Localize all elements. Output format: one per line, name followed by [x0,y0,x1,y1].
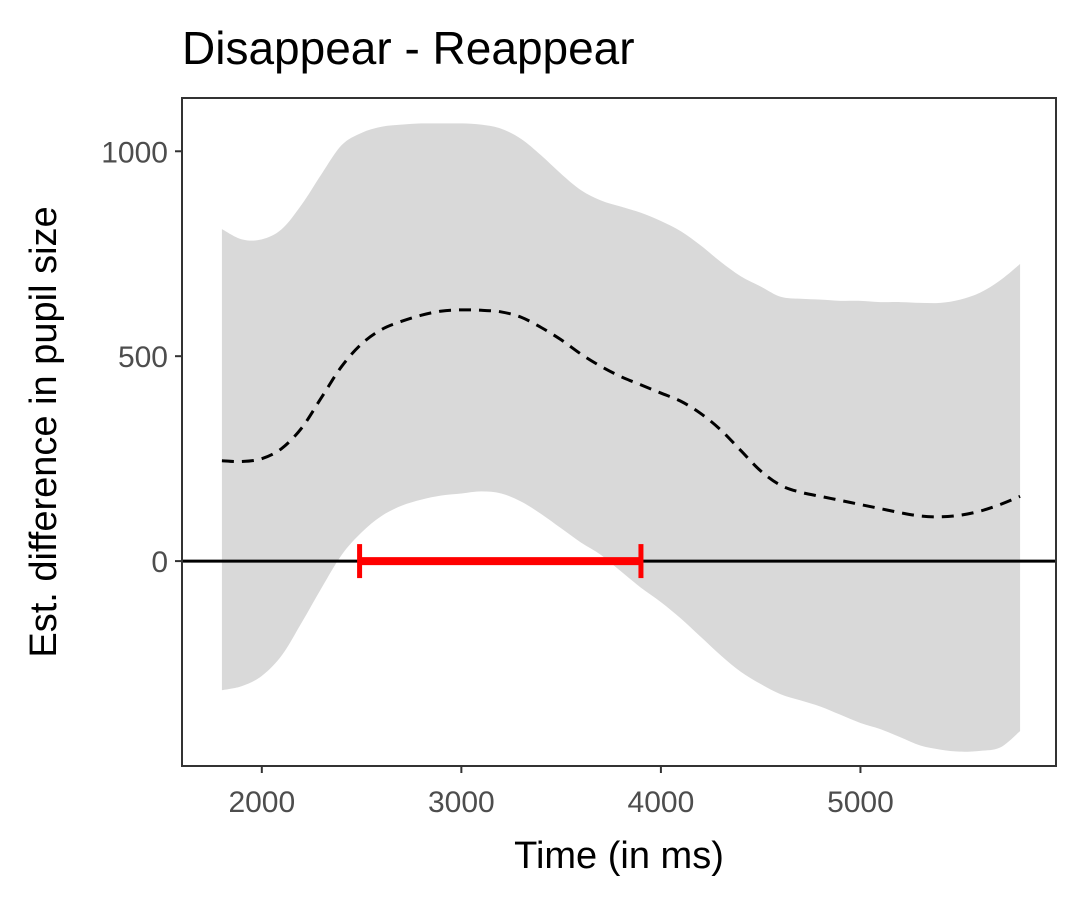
x-axis-label: Time (in ms) [514,835,724,877]
axes: 2000 3000 4000 5000 0 500 1000 [101,136,894,819]
plot-panel-border [181,97,1057,767]
confidence-ribbon [221,123,1021,752]
estimate-dashed-line-0 [221,308,1021,519]
plot-area [182,123,1056,752]
x-tick-label-3000: 3000 [428,786,495,819]
y-tick-label-0: 0 [151,546,168,579]
x-tick-label-2000: 2000 [228,786,295,819]
y-axis-label: Est. difference in pupil size [23,206,65,657]
y-tick-label-1000: 1000 [101,136,168,169]
x-tick-label-5000: 5000 [827,786,894,819]
y-tick-label-500: 500 [118,341,168,374]
x-tick-label-4000: 4000 [628,786,695,819]
chart-title: Disappear - Reappear [182,22,635,74]
